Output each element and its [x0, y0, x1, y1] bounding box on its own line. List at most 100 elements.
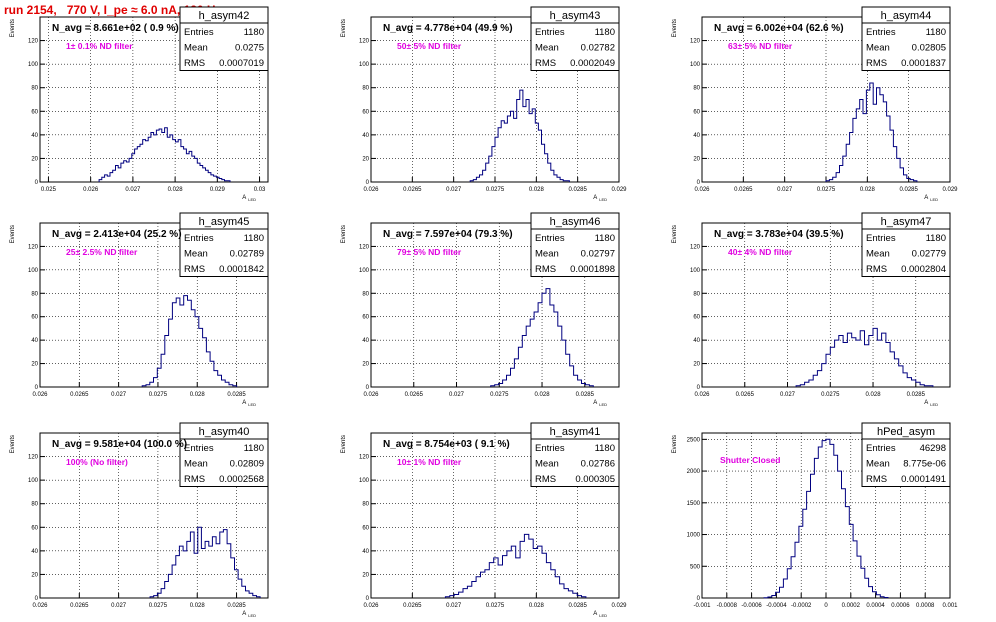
navg-label: N_avg = 8.754e+03 ( 9.1 %): [383, 439, 510, 450]
navg-label: N_avg = 7.597e+04 (79.3 %): [383, 229, 513, 240]
x-tick-label: 0.0004: [866, 603, 885, 609]
stats-label: Entries: [535, 27, 565, 38]
y-tick-label: 80: [693, 86, 700, 92]
y-tick-label: 2000: [687, 469, 701, 475]
x-tick-label: 0.0285: [899, 187, 918, 193]
y-axis-label: Events: [341, 435, 347, 453]
y-tick-label: 0: [697, 385, 701, 391]
stats-value: 0.0002049: [570, 58, 615, 69]
histogram-name: h_asym47: [881, 216, 932, 228]
stats-box: [530, 6, 620, 71]
x-axis-label: A LED: [924, 195, 938, 202]
x-tick-label: 0.028: [860, 187, 876, 193]
stats-value: 0.000305: [575, 474, 615, 485]
navg-label: N_avg = 2.413e+04 (25.2 %): [52, 229, 182, 240]
stats-box: [861, 6, 951, 71]
x-tick-label: 0.03: [254, 187, 266, 193]
x-tick-label: 0.0285: [227, 603, 246, 609]
stats-label: Entries: [866, 443, 896, 454]
stats-label: Mean: [535, 249, 559, 260]
x-tick-label: 0.028: [866, 392, 882, 398]
x-tick-label: 0.027: [446, 187, 462, 193]
stats-label: Entries: [535, 233, 565, 244]
y-tick-label: 60: [693, 109, 700, 115]
x-axis-subscript: LED: [248, 402, 256, 407]
stats-label: Mean: [866, 43, 890, 54]
x-tick-label: 0.029: [942, 187, 958, 193]
x-tick-label: 0.028: [168, 187, 184, 193]
stats-box: [179, 6, 269, 71]
y-tick-label: 60: [31, 525, 38, 531]
filter-note: 40± 4% ND filter: [728, 247, 793, 257]
x-tick-label: 0.0285: [568, 187, 587, 193]
y-tick-label: 80: [362, 291, 369, 297]
y-tick-label: 500: [690, 564, 701, 570]
histogram-panel-hPed_asym: -0.001 -0.0008 -0.0006 -0.0004 -0.0002 0 0.000…: [672, 422, 958, 609]
histogram-panel-h_asym47: 0.026 0.0265 0.027 0.0275 0.028 0.0285 0 20 40 60…: [672, 212, 951, 407]
y-axis-label: Events: [672, 19, 678, 37]
x-tick-label: 0.0265: [403, 187, 422, 193]
x-tick-label: 0.027: [777, 187, 793, 193]
x-tick-label: 0.028: [190, 603, 206, 609]
stats-value: 1180: [926, 27, 946, 38]
y-tick-label: 40: [362, 549, 369, 555]
y-tick-label: 60: [362, 525, 369, 531]
y-tick-label: 40: [693, 133, 700, 139]
filter-note: 1± 0.1% ND filter: [66, 41, 133, 51]
x-tick-label: 0.0265: [734, 187, 753, 193]
y-axis-label: Events: [341, 19, 347, 37]
stats-value: 0.02786: [581, 459, 615, 470]
histogram-series: [149, 526, 261, 598]
y-tick-label: 100: [359, 62, 370, 68]
stats-value: 0.0001898: [570, 264, 615, 275]
histogram-panel-h_asym43: 0.026 0.0265 0.027 0.0275 0.028 0.0285 0.029 0 2…: [341, 6, 627, 202]
x-tick-label: 0.0265: [736, 392, 755, 398]
filter-note: 63± 5% ND filter: [728, 41, 793, 51]
y-tick-label: 20: [31, 572, 38, 578]
y-tick-label: 100: [690, 268, 701, 274]
stats-value: 0.02797: [581, 249, 615, 260]
y-tick-label: 0: [366, 180, 370, 186]
y-tick-label: 0: [35, 180, 39, 186]
y-tick-label: 120: [690, 39, 701, 45]
stats-label: RMS: [184, 474, 205, 485]
y-tick-label: 80: [693, 291, 700, 297]
stats-label: RMS: [184, 264, 205, 275]
x-tick-label: 0.0275: [149, 603, 168, 609]
stats-box: [861, 212, 951, 277]
filter-note: 50± 5% ND filter: [397, 41, 462, 51]
stats-value: 0.0007019: [219, 58, 264, 69]
x-tick-label: 0.026: [363, 187, 379, 193]
y-axis-label: Events: [672, 225, 678, 243]
x-axis-label: A LED: [242, 611, 256, 618]
x-tick-label: 0.027: [111, 603, 127, 609]
y-tick-label: 40: [362, 133, 369, 139]
y-tick-label: 60: [693, 315, 700, 321]
y-tick-label: 80: [362, 502, 369, 508]
filter-note: Shutter Closed: [720, 455, 780, 465]
y-tick-label: 20: [362, 362, 369, 368]
x-axis-subscript: LED: [248, 197, 256, 202]
x-tick-label: 0.029: [210, 187, 226, 193]
x-axis-subscript: LED: [930, 197, 938, 202]
histogram-name: h_asym40: [199, 426, 250, 438]
stats-value: 0.02789: [230, 249, 264, 260]
stats-label: RMS: [535, 58, 556, 69]
filter-note: 79± 5% ND filter: [397, 247, 462, 257]
stats-value: 46298: [920, 443, 946, 454]
y-axis-label: Events: [341, 225, 347, 243]
histogram-series: [795, 327, 934, 387]
x-tick-label: 0.026: [32, 603, 48, 609]
histogram-panel-h_asym41: 0.026 0.0265 0.027 0.0275 0.028 0.0285 0.029 0 2…: [341, 422, 627, 618]
stats-label: RMS: [184, 58, 205, 69]
histogram-name: h_asym46: [550, 216, 601, 228]
histogram-panel-h_asym46: 0.026 0.0265 0.027 0.0275 0.028 0.0285 0 20 40 60…: [341, 212, 620, 407]
histogram-panel-h_asym44: 0.026 0.0265 0.027 0.0275 0.028 0.0285 0.029 0 2…: [672, 6, 958, 202]
stats-label: RMS: [535, 474, 556, 485]
x-tick-label: 0.026: [32, 392, 48, 398]
stats-label: Mean: [184, 43, 208, 54]
y-tick-label: 40: [362, 338, 369, 344]
stats-box: [861, 422, 951, 487]
y-tick-label: 0: [697, 596, 701, 602]
